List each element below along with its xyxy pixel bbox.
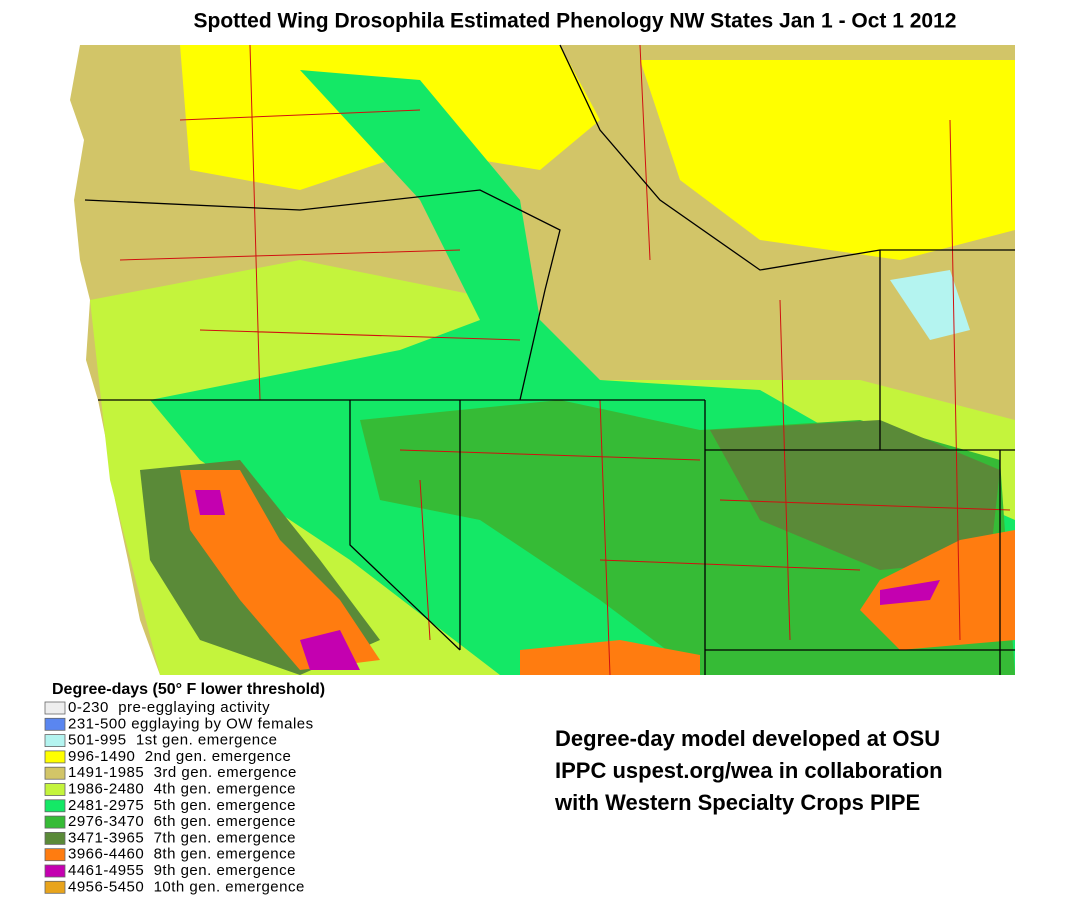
map bbox=[70, 44, 1015, 676]
legend-label: 996-1490 2nd gen. emergence bbox=[68, 748, 291, 765]
legend-swatch bbox=[44, 701, 66, 715]
region bbox=[640, 60, 1015, 260]
legend-label: 3966-4460 8th gen. emergence bbox=[68, 846, 296, 863]
region bbox=[880, 580, 940, 605]
region bbox=[710, 420, 1000, 570]
legend-swatch bbox=[44, 766, 66, 780]
region bbox=[195, 490, 225, 515]
legend-label: 2481-2975 5th gen. emergence bbox=[68, 797, 296, 814]
region bbox=[890, 270, 970, 340]
legend-swatch bbox=[44, 783, 66, 796]
region bbox=[860, 530, 1015, 650]
legend-label: 231-500 egglaying by OW females bbox=[68, 715, 314, 732]
credit-line: with Western Specialty Crops PIPE bbox=[554, 790, 920, 815]
map-title: Spotted Wing Drosophila Estimated Phenol… bbox=[194, 10, 957, 33]
legend-swatch bbox=[44, 815, 66, 829]
region bbox=[300, 630, 360, 670]
legend-label: 501-995 1st gen. emergence bbox=[68, 732, 277, 749]
legend-title: Degree-days (50° F lower threshold) bbox=[52, 681, 325, 698]
legend-swatch bbox=[44, 750, 66, 764]
legend-label: 4956-5450 10th gen. emergence bbox=[68, 878, 305, 895]
legend-swatch bbox=[44, 799, 66, 813]
legend-swatch bbox=[44, 734, 66, 747]
legend-swatch bbox=[44, 717, 66, 731]
legend-label: 3471-3965 7th gen. emergence bbox=[68, 829, 296, 846]
region bbox=[520, 640, 700, 675]
legend-label: 2976-3470 6th gen. emergence bbox=[68, 813, 296, 830]
legend-label: 1491-1985 3rd gen. emergence bbox=[68, 764, 297, 781]
legend-swatch bbox=[44, 880, 66, 894]
legend-label: 0-230 pre-egglaying activity bbox=[68, 699, 270, 716]
credit: Degree-day model developed at OSU IPPC us… bbox=[554, 726, 943, 815]
county-borders bbox=[119, 44, 1011, 676]
legend-swatch bbox=[44, 832, 66, 845]
legend-swatch bbox=[44, 848, 66, 862]
credit-line: IPPC uspest.org/wea in collaboration bbox=[555, 758, 943, 783]
region bbox=[180, 470, 380, 670]
credit-line: Degree-day model developed at OSU bbox=[555, 726, 940, 751]
legend-swatch bbox=[44, 864, 66, 878]
legend-label: 4461-4955 9th gen. emergence bbox=[68, 862, 296, 879]
state-borders bbox=[84, 44, 1015, 675]
legend-label: 1986-2480 4th gen. emergence bbox=[68, 780, 296, 797]
legend: Degree-days (50° F lower threshold) 0-23… bbox=[44, 681, 325, 895]
